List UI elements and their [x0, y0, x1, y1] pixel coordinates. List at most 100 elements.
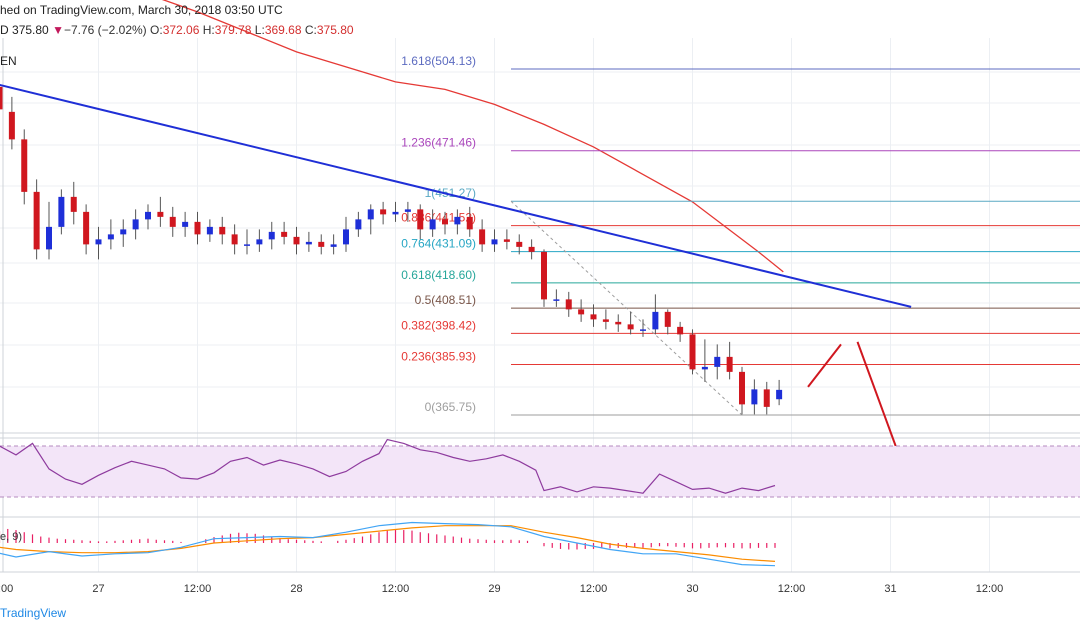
candle-body: [701, 366, 708, 370]
x-tick-label: 29: [488, 583, 500, 595]
candle-body: [206, 226, 213, 235]
candle-body: [58, 196, 65, 227]
down-arrow-icon: ▼: [52, 23, 64, 37]
tradingview-logo[interactable]: TradingView: [0, 606, 67, 620]
price-change: −7.76 (−2.02%): [63, 23, 147, 37]
candle-body: [83, 211, 90, 245]
pair-label: EN: [0, 54, 17, 68]
x-tick-label: 28: [290, 583, 302, 595]
candle-body: [256, 239, 263, 245]
candle-body: [95, 239, 102, 245]
forecast-arrow-down: [856, 341, 900, 455]
rsi-pane: [0, 438, 1080, 498]
moving-average-layer: [161, 0, 784, 273]
close-label: C:: [304, 23, 317, 37]
open-value: 372.06: [162, 23, 200, 37]
candle-body: [367, 209, 374, 220]
close-value: 375.80: [316, 23, 354, 37]
candlesticks: [0, 86, 783, 415]
last-price: 375.80: [12, 23, 49, 37]
candle-body: [528, 246, 535, 252]
candle-body: [281, 231, 288, 237]
candle-body: [541, 251, 547, 300]
candle-body: [553, 299, 560, 301]
header-ohlc-line: D 375.80 ▼−7.76 (−2.02%) O:372.06 H:379.…: [0, 23, 354, 37]
candle-body: [776, 389, 783, 400]
candle-body: [516, 241, 523, 247]
x-tick-label: 31: [884, 583, 896, 595]
candle-body: [751, 389, 758, 405]
high-label: H:: [202, 23, 215, 37]
high-value: 379.78: [214, 23, 252, 37]
rsi-line: [0, 438, 776, 494]
low-value: 369.68: [264, 23, 302, 37]
x-tick-label: 12:00: [976, 583, 1004, 595]
candle-body: [664, 311, 671, 327]
publish-info: hed on TradingView.com, March 30, 2018 0…: [0, 3, 283, 17]
fib-level-label: 1.236(471.46): [401, 136, 476, 150]
candle-body: [602, 319, 609, 322]
fib-level-label: 1(451.27): [425, 186, 476, 200]
trendline: [0, 83, 912, 308]
rsi-band: [0, 446, 1080, 497]
fib-level-label: 0(365.75): [425, 400, 476, 414]
candle-body: [652, 311, 659, 330]
drawings: [0, 83, 912, 455]
candle-body: [429, 219, 436, 230]
candle-body: [689, 334, 696, 370]
fibonacci-levels: 1.618(504.13) 1.236(471.46) 1(451.27) 0.886…: [401, 54, 1080, 416]
time-axis: 12:00 27 12:00 28 12:00 29 12:00 30 12:00 31 12:00: [0, 583, 1003, 595]
candle-body: [739, 371, 745, 405]
macd-pane: [0, 521, 776, 567]
macd-label: e, 9): [0, 531, 23, 543]
candle-body: [726, 356, 733, 372]
candle-body: [70, 196, 77, 212]
candle-body: [491, 239, 498, 245]
candle-body: [503, 239, 510, 242]
x-tick-label: 12:00: [580, 583, 608, 595]
fib-level-label: 0.382(398.42): [401, 318, 476, 332]
candle-body: [107, 234, 114, 240]
candle-body: [219, 226, 226, 235]
macd-signal-line: [0, 525, 776, 562]
candle-body: [157, 211, 164, 217]
candle-body: [268, 231, 275, 240]
candle-body: [714, 356, 721, 367]
candle-body: [355, 219, 362, 230]
candle-body: [33, 191, 40, 250]
candle-body: [0, 86, 3, 110]
x-tick-label: 27: [92, 583, 104, 595]
open-label: O:: [150, 23, 163, 37]
candle-body: [578, 309, 585, 315]
candle-body: [479, 229, 486, 245]
candle-body: [120, 229, 127, 235]
x-tick-label: 12:00: [382, 583, 410, 595]
candle-body: [565, 299, 572, 310]
candle-body: [194, 221, 201, 235]
candle-body: [21, 139, 28, 192]
candle-body: [404, 209, 411, 212]
candle-body: [763, 389, 770, 407]
x-tick-label: 12:00: [0, 583, 13, 595]
low-label: L:: [254, 23, 265, 37]
candle-body: [145, 211, 151, 220]
candle-body: [182, 221, 189, 227]
forecast-arrow-up: [807, 343, 842, 388]
fib-level-label: 0.764(431.09): [401, 237, 476, 251]
x-tick-label: 12:00: [778, 583, 806, 595]
header-publish-line: hed on TradingView.com, March 30, 2018 0…: [0, 3, 283, 17]
candle-body: [8, 111, 15, 140]
moving-average-line: [161, 0, 784, 273]
candle-body: [169, 216, 176, 227]
candle-body: [380, 209, 387, 215]
fib-level-label: 0.618(418.60): [401, 268, 476, 282]
candle-body: [46, 226, 52, 250]
candle-body: [343, 229, 349, 245]
fib-level-label: 0.886(441.52): [401, 211, 476, 225]
candle-body: [442, 219, 448, 225]
macd-line: [0, 521, 776, 567]
x-tick-label: 30: [686, 583, 698, 595]
candle-body: [305, 241, 312, 245]
chart-grid: [0, 38, 1080, 573]
